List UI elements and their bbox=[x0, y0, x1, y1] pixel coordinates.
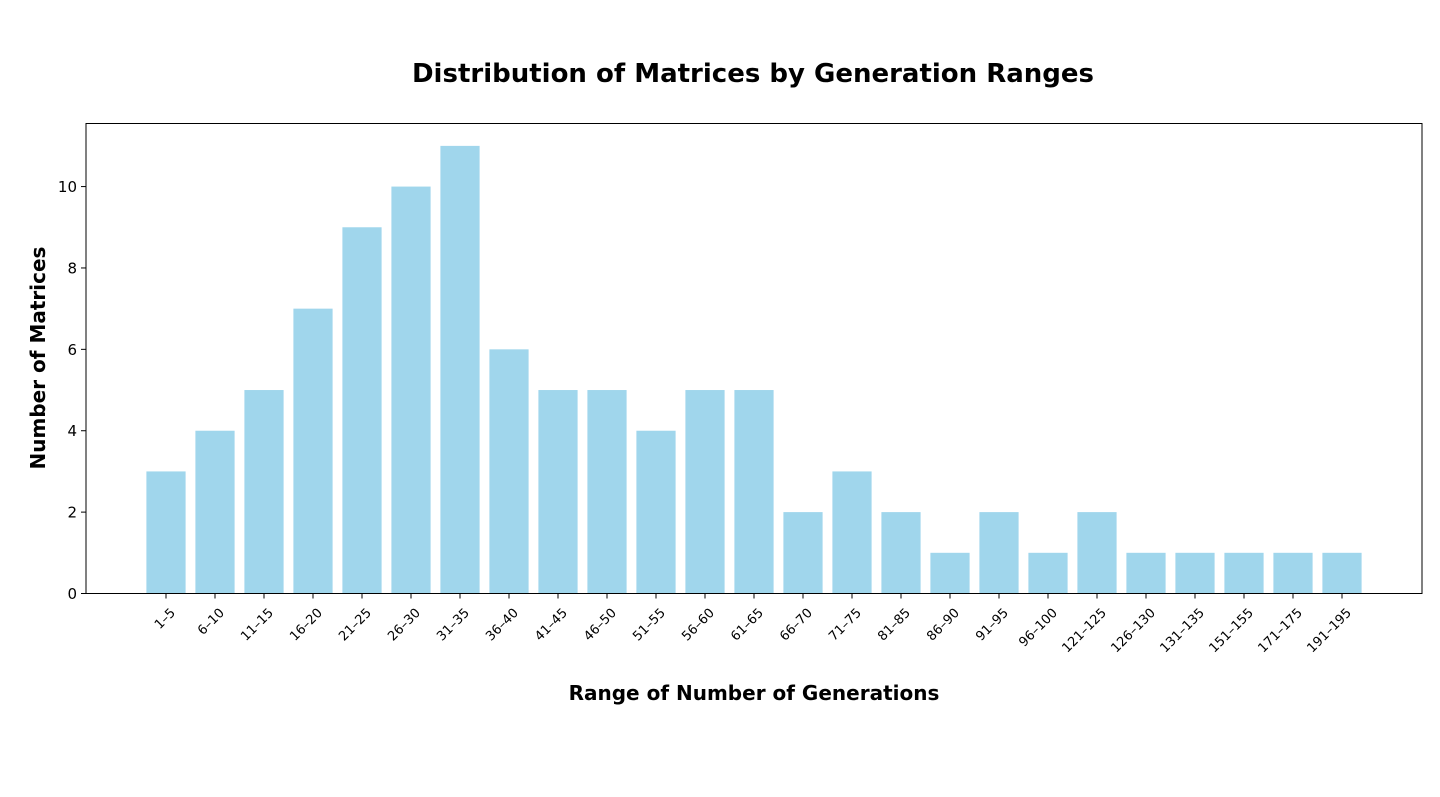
chart-title: Distribution of Matrices by Generation R… bbox=[412, 59, 1094, 89]
y-tick-label: 2 bbox=[67, 504, 77, 522]
y-tick-label: 8 bbox=[67, 259, 77, 277]
x-tick-label: 131–135 bbox=[1158, 606, 1208, 656]
x-tick-label: 41–45 bbox=[532, 606, 571, 645]
x-tick-label: 51–55 bbox=[630, 606, 669, 645]
x-tick-label: 91–95 bbox=[973, 606, 1012, 645]
bar-11 bbox=[636, 430, 676, 594]
bar-14 bbox=[783, 512, 823, 594]
bar-21 bbox=[1126, 552, 1166, 594]
bars bbox=[146, 145, 1362, 594]
bar-9 bbox=[538, 390, 578, 594]
bar-23 bbox=[1224, 552, 1264, 594]
y-axis: 0 2 4 6 8 10 bbox=[58, 178, 86, 603]
y-tick-label: 6 bbox=[67, 341, 77, 359]
x-axis-label: Range of Number of Generations bbox=[569, 681, 940, 705]
y-tick-label: 0 bbox=[67, 585, 77, 603]
x-tick-label: 46–50 bbox=[581, 606, 620, 645]
bar-16 bbox=[881, 512, 921, 594]
bar-8 bbox=[489, 349, 529, 594]
bar-6 bbox=[391, 186, 431, 594]
bar-7 bbox=[440, 145, 480, 594]
x-tick-label: 31–35 bbox=[434, 606, 473, 645]
bar-12 bbox=[685, 390, 725, 594]
bar-24 bbox=[1273, 552, 1313, 594]
y-tick-label: 10 bbox=[58, 178, 77, 196]
bar-15 bbox=[832, 471, 872, 594]
x-tick-label: 56–60 bbox=[679, 606, 718, 645]
x-tick-label: 81–85 bbox=[875, 606, 914, 645]
bar-18 bbox=[979, 512, 1019, 594]
bar-25 bbox=[1322, 552, 1362, 594]
bar-17 bbox=[930, 552, 970, 594]
x-tick-label: 6–10 bbox=[195, 606, 228, 639]
x-tick-label: 21–25 bbox=[336, 606, 375, 645]
x-tick-label: 151–155 bbox=[1207, 606, 1257, 656]
x-tick-label: 11–15 bbox=[238, 606, 277, 645]
x-tick-label: 1–5 bbox=[152, 606, 179, 633]
y-tick-label: 4 bbox=[67, 422, 77, 440]
x-tick-label: 191–195 bbox=[1305, 606, 1355, 656]
x-tick-label: 126–130 bbox=[1109, 606, 1159, 656]
x-axis: 1–5 6–10 11–15 16–20 21–25 26–30 31–35 36–40 41–… bbox=[152, 593, 1355, 656]
bar-3 bbox=[244, 390, 284, 594]
x-tick-label: 26–30 bbox=[385, 606, 424, 645]
bar-20 bbox=[1077, 512, 1117, 594]
bar-19 bbox=[1028, 552, 1068, 594]
x-tick-label: 96–100 bbox=[1016, 606, 1060, 650]
bar-5 bbox=[342, 227, 382, 594]
bar-4 bbox=[293, 308, 333, 594]
bar-2 bbox=[195, 430, 235, 594]
x-tick-label: 36–40 bbox=[483, 606, 522, 645]
y-axis-label: Number of Matrices bbox=[26, 247, 50, 470]
x-tick-label: 86–90 bbox=[924, 606, 963, 645]
x-tick-label: 171–175 bbox=[1256, 606, 1306, 656]
bar-22 bbox=[1175, 552, 1215, 594]
x-tick-label: 66–70 bbox=[777, 606, 816, 645]
bar-13 bbox=[734, 390, 774, 594]
x-tick-label: 71–75 bbox=[826, 606, 865, 645]
x-tick-label: 61–65 bbox=[728, 606, 767, 645]
bar-10 bbox=[587, 390, 627, 594]
x-tick-label: 16–20 bbox=[287, 606, 326, 645]
x-tick-label: 121–125 bbox=[1060, 606, 1110, 656]
bar-1 bbox=[146, 471, 186, 594]
